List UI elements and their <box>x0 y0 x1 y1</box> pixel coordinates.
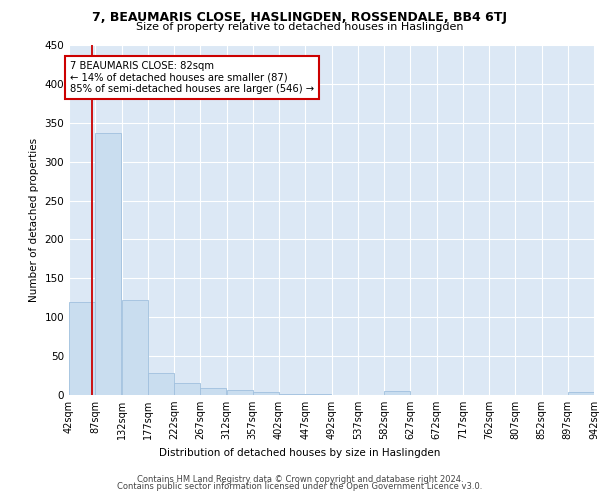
Text: 7, BEAUMARIS CLOSE, HASLINGDEN, ROSSENDALE, BB4 6TJ: 7, BEAUMARIS CLOSE, HASLINGDEN, ROSSENDA… <box>92 11 508 24</box>
Bar <box>148 373 174 395</box>
Bar <box>122 300 148 395</box>
Bar <box>227 390 253 395</box>
Bar <box>253 392 279 395</box>
Text: Contains HM Land Registry data © Crown copyright and database right 2024.: Contains HM Land Registry data © Crown c… <box>137 474 463 484</box>
Bar <box>69 302 95 395</box>
Bar <box>200 388 226 395</box>
Bar <box>174 384 200 395</box>
Bar <box>305 394 331 395</box>
Bar <box>384 391 410 395</box>
Y-axis label: Number of detached properties: Number of detached properties <box>29 138 39 302</box>
Text: 7 BEAUMARIS CLOSE: 82sqm
← 14% of detached houses are smaller (87)
85% of semi-d: 7 BEAUMARIS CLOSE: 82sqm ← 14% of detach… <box>70 60 314 94</box>
Text: Size of property relative to detached houses in Haslingden: Size of property relative to detached ho… <box>136 22 464 32</box>
Bar <box>95 133 121 395</box>
Text: Distribution of detached houses by size in Haslingden: Distribution of detached houses by size … <box>160 448 440 458</box>
Text: Contains public sector information licensed under the Open Government Licence v3: Contains public sector information licen… <box>118 482 482 491</box>
Bar <box>568 392 594 395</box>
Bar <box>279 394 305 395</box>
